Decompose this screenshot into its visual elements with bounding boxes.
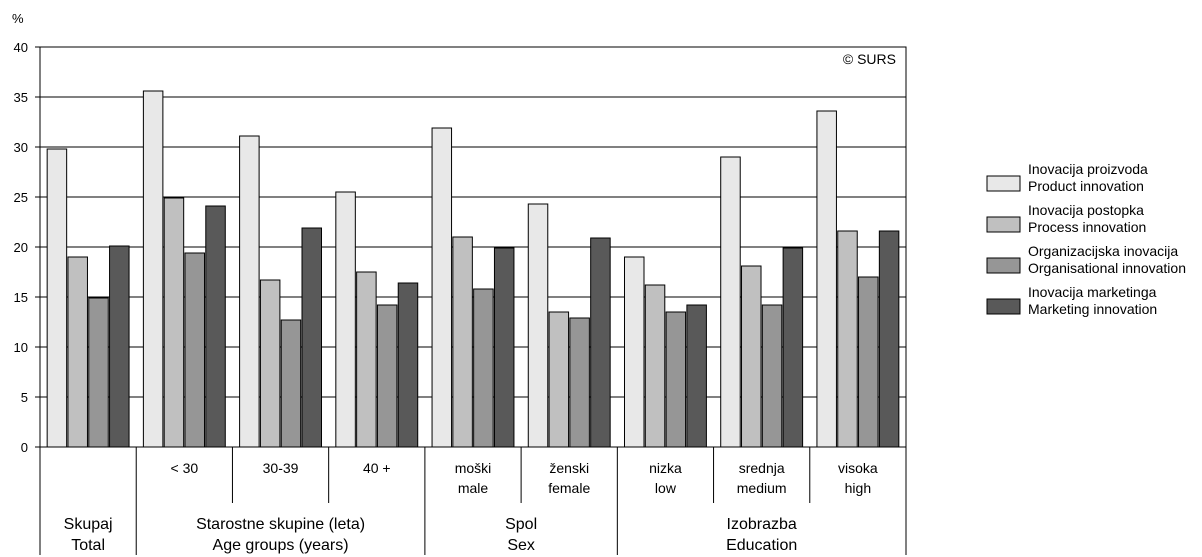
bar bbox=[301, 227, 323, 448]
legend-label-en: Process innovation bbox=[1028, 219, 1146, 235]
legend-label-en: Organisational innovation bbox=[1028, 260, 1186, 276]
category-label-en: female bbox=[548, 480, 590, 496]
category-label: ženski bbox=[549, 460, 589, 476]
category-label: moški bbox=[455, 460, 492, 476]
bar bbox=[280, 319, 302, 448]
bar bbox=[239, 135, 260, 448]
legend-label-en: Marketing innovation bbox=[1028, 301, 1157, 317]
category-label-en: high bbox=[845, 480, 871, 496]
bar bbox=[473, 288, 494, 448]
category-label: nizka bbox=[649, 460, 682, 476]
group-label-en: Education bbox=[726, 537, 797, 554]
y-tick-label: 15 bbox=[14, 290, 28, 305]
group-label: Skupaj bbox=[64, 516, 113, 533]
bar bbox=[142, 90, 164, 448]
category-label-en: medium bbox=[737, 480, 787, 496]
bar bbox=[493, 247, 515, 448]
grid-lines bbox=[40, 96, 906, 398]
y-unit-label: % bbox=[12, 11, 24, 26]
legend-label: Inovacija proizvoda bbox=[1028, 161, 1148, 177]
group-label-en: Sex bbox=[507, 537, 535, 554]
bar bbox=[527, 203, 549, 448]
bar bbox=[623, 256, 645, 448]
bar bbox=[163, 197, 185, 448]
bar bbox=[376, 304, 398, 448]
bar bbox=[816, 110, 837, 448]
y-tick-label: 0 bbox=[21, 440, 28, 455]
group-label-en: Age groups (years) bbox=[213, 537, 349, 554]
legend-label: Inovacija marketinga bbox=[1028, 284, 1157, 300]
bar bbox=[88, 297, 109, 448]
group-label-en: Total bbox=[71, 537, 105, 554]
y-tick-label: 40 bbox=[14, 40, 28, 55]
category-label-en: low bbox=[655, 480, 677, 496]
category-label: 30-39 bbox=[263, 460, 299, 476]
y-tick-label: 35 bbox=[14, 90, 28, 105]
bar bbox=[548, 311, 570, 448]
bar bbox=[452, 236, 473, 448]
y-tick-label: 30 bbox=[14, 140, 28, 155]
bar bbox=[590, 237, 611, 448]
bar bbox=[46, 148, 68, 448]
bar bbox=[644, 284, 666, 448]
legend-swatch bbox=[986, 257, 1021, 274]
bar bbox=[858, 276, 879, 448]
bar bbox=[837, 230, 858, 448]
bar bbox=[356, 271, 377, 448]
bar bbox=[184, 252, 205, 448]
category-label-en: male bbox=[458, 480, 489, 496]
bar bbox=[720, 156, 741, 448]
legend-swatch bbox=[986, 298, 1021, 315]
bar bbox=[665, 311, 687, 448]
bars bbox=[46, 90, 900, 448]
bar bbox=[569, 317, 590, 448]
bar bbox=[109, 245, 130, 448]
bar bbox=[761, 304, 783, 448]
x-axis-table: < 30 30-39 40 + moški male ženski female nizka l… bbox=[39, 447, 907, 555]
bar bbox=[782, 247, 804, 448]
group-label: Starostne skupine (leta) bbox=[196, 516, 365, 533]
y-tick-label: 10 bbox=[14, 340, 28, 355]
legend-swatch bbox=[986, 216, 1021, 233]
y-tick-label: 5 bbox=[21, 390, 28, 405]
bar bbox=[397, 282, 419, 448]
bar bbox=[686, 304, 707, 448]
bar bbox=[878, 230, 900, 448]
legend-label: Inovacija postopka bbox=[1028, 202, 1144, 218]
y-axis-ticks: 0 5 10 15 20 25 30 35 40 bbox=[14, 40, 40, 455]
group-label: Izobrazba bbox=[727, 516, 797, 533]
plot-frame bbox=[39, 46, 907, 448]
category-label: visoka bbox=[838, 460, 878, 476]
category-label: 40 + bbox=[363, 460, 391, 476]
legend-label: Organizacijska inovacija bbox=[1028, 243, 1178, 259]
legend-swatch bbox=[986, 175, 1021, 192]
legend-label-en: Product innovation bbox=[1028, 178, 1144, 194]
category-label: srednja bbox=[739, 460, 785, 476]
bar bbox=[335, 191, 356, 448]
bar bbox=[431, 127, 453, 448]
y-tick-label: 25 bbox=[14, 190, 28, 205]
y-tick-label: 20 bbox=[14, 240, 28, 255]
bar bbox=[259, 279, 281, 448]
group-label: Spol bbox=[505, 516, 537, 533]
bar bbox=[741, 265, 762, 448]
copyright-label: © SURS bbox=[843, 51, 896, 67]
bar bbox=[205, 205, 226, 448]
bar bbox=[67, 256, 88, 448]
category-label: < 30 bbox=[171, 460, 199, 476]
